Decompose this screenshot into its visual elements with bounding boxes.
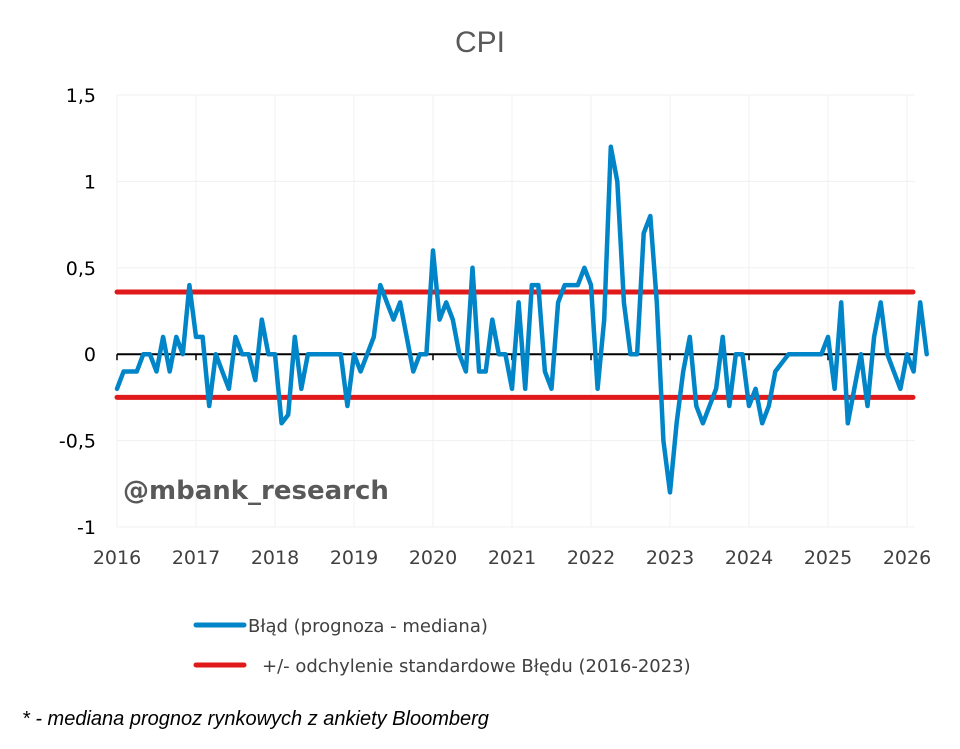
y-tick-label: -0,5 bbox=[59, 431, 96, 453]
chart-title: CPI bbox=[455, 26, 505, 59]
y-tick-label: 0,5 bbox=[66, 258, 96, 280]
x-tick-label: 2019 bbox=[330, 547, 378, 569]
x-tick-label: 2026 bbox=[883, 547, 931, 569]
y-tick-label: 1,5 bbox=[66, 85, 96, 107]
chart: CPI 1,510,50-0,5-1 2016 2017 2018 2019 2020 2… bbox=[59, 26, 931, 677]
error-series bbox=[114, 144, 929, 495]
x-tick-label: 2017 bbox=[172, 547, 220, 569]
y-tick-label: -1 bbox=[77, 517, 96, 539]
std-dev-lines bbox=[114, 289, 916, 400]
x-tick-label: 2018 bbox=[251, 547, 299, 569]
x-tick-label: 2025 bbox=[804, 547, 852, 569]
y-tick-label: 0 bbox=[84, 344, 96, 366]
y-axis: 1,5 1 0,5 0 -0,5 -1 bbox=[59, 85, 96, 539]
x-tick-label: 2020 bbox=[409, 547, 457, 569]
legend: Błąd (prognoza - mediana) +/- odchylenie… bbox=[193, 616, 691, 677]
x-tick-label: 2021 bbox=[488, 547, 536, 569]
x-tick-label: 2024 bbox=[725, 547, 773, 569]
legend-label-stddev: +/- odchylenie standardowe Błędu (2016-2… bbox=[262, 656, 691, 677]
footnote: * - mediana prognoz rynkowych z ankiety … bbox=[22, 708, 489, 730]
x-tick-label: 2016 bbox=[93, 547, 141, 569]
legend-label-error: Błąd (prognoza - mediana) bbox=[248, 616, 488, 637]
error-line bbox=[114, 144, 929, 495]
x-tick-label: 2022 bbox=[567, 547, 615, 569]
y-tick-label: 1 bbox=[84, 171, 96, 193]
watermark: @mbank_research bbox=[123, 476, 389, 506]
x-axis: 2016 2017 2018 2019 2020 2021 2022 2023 2024 2025… bbox=[93, 547, 931, 569]
x-tick-label: 2023 bbox=[646, 547, 694, 569]
